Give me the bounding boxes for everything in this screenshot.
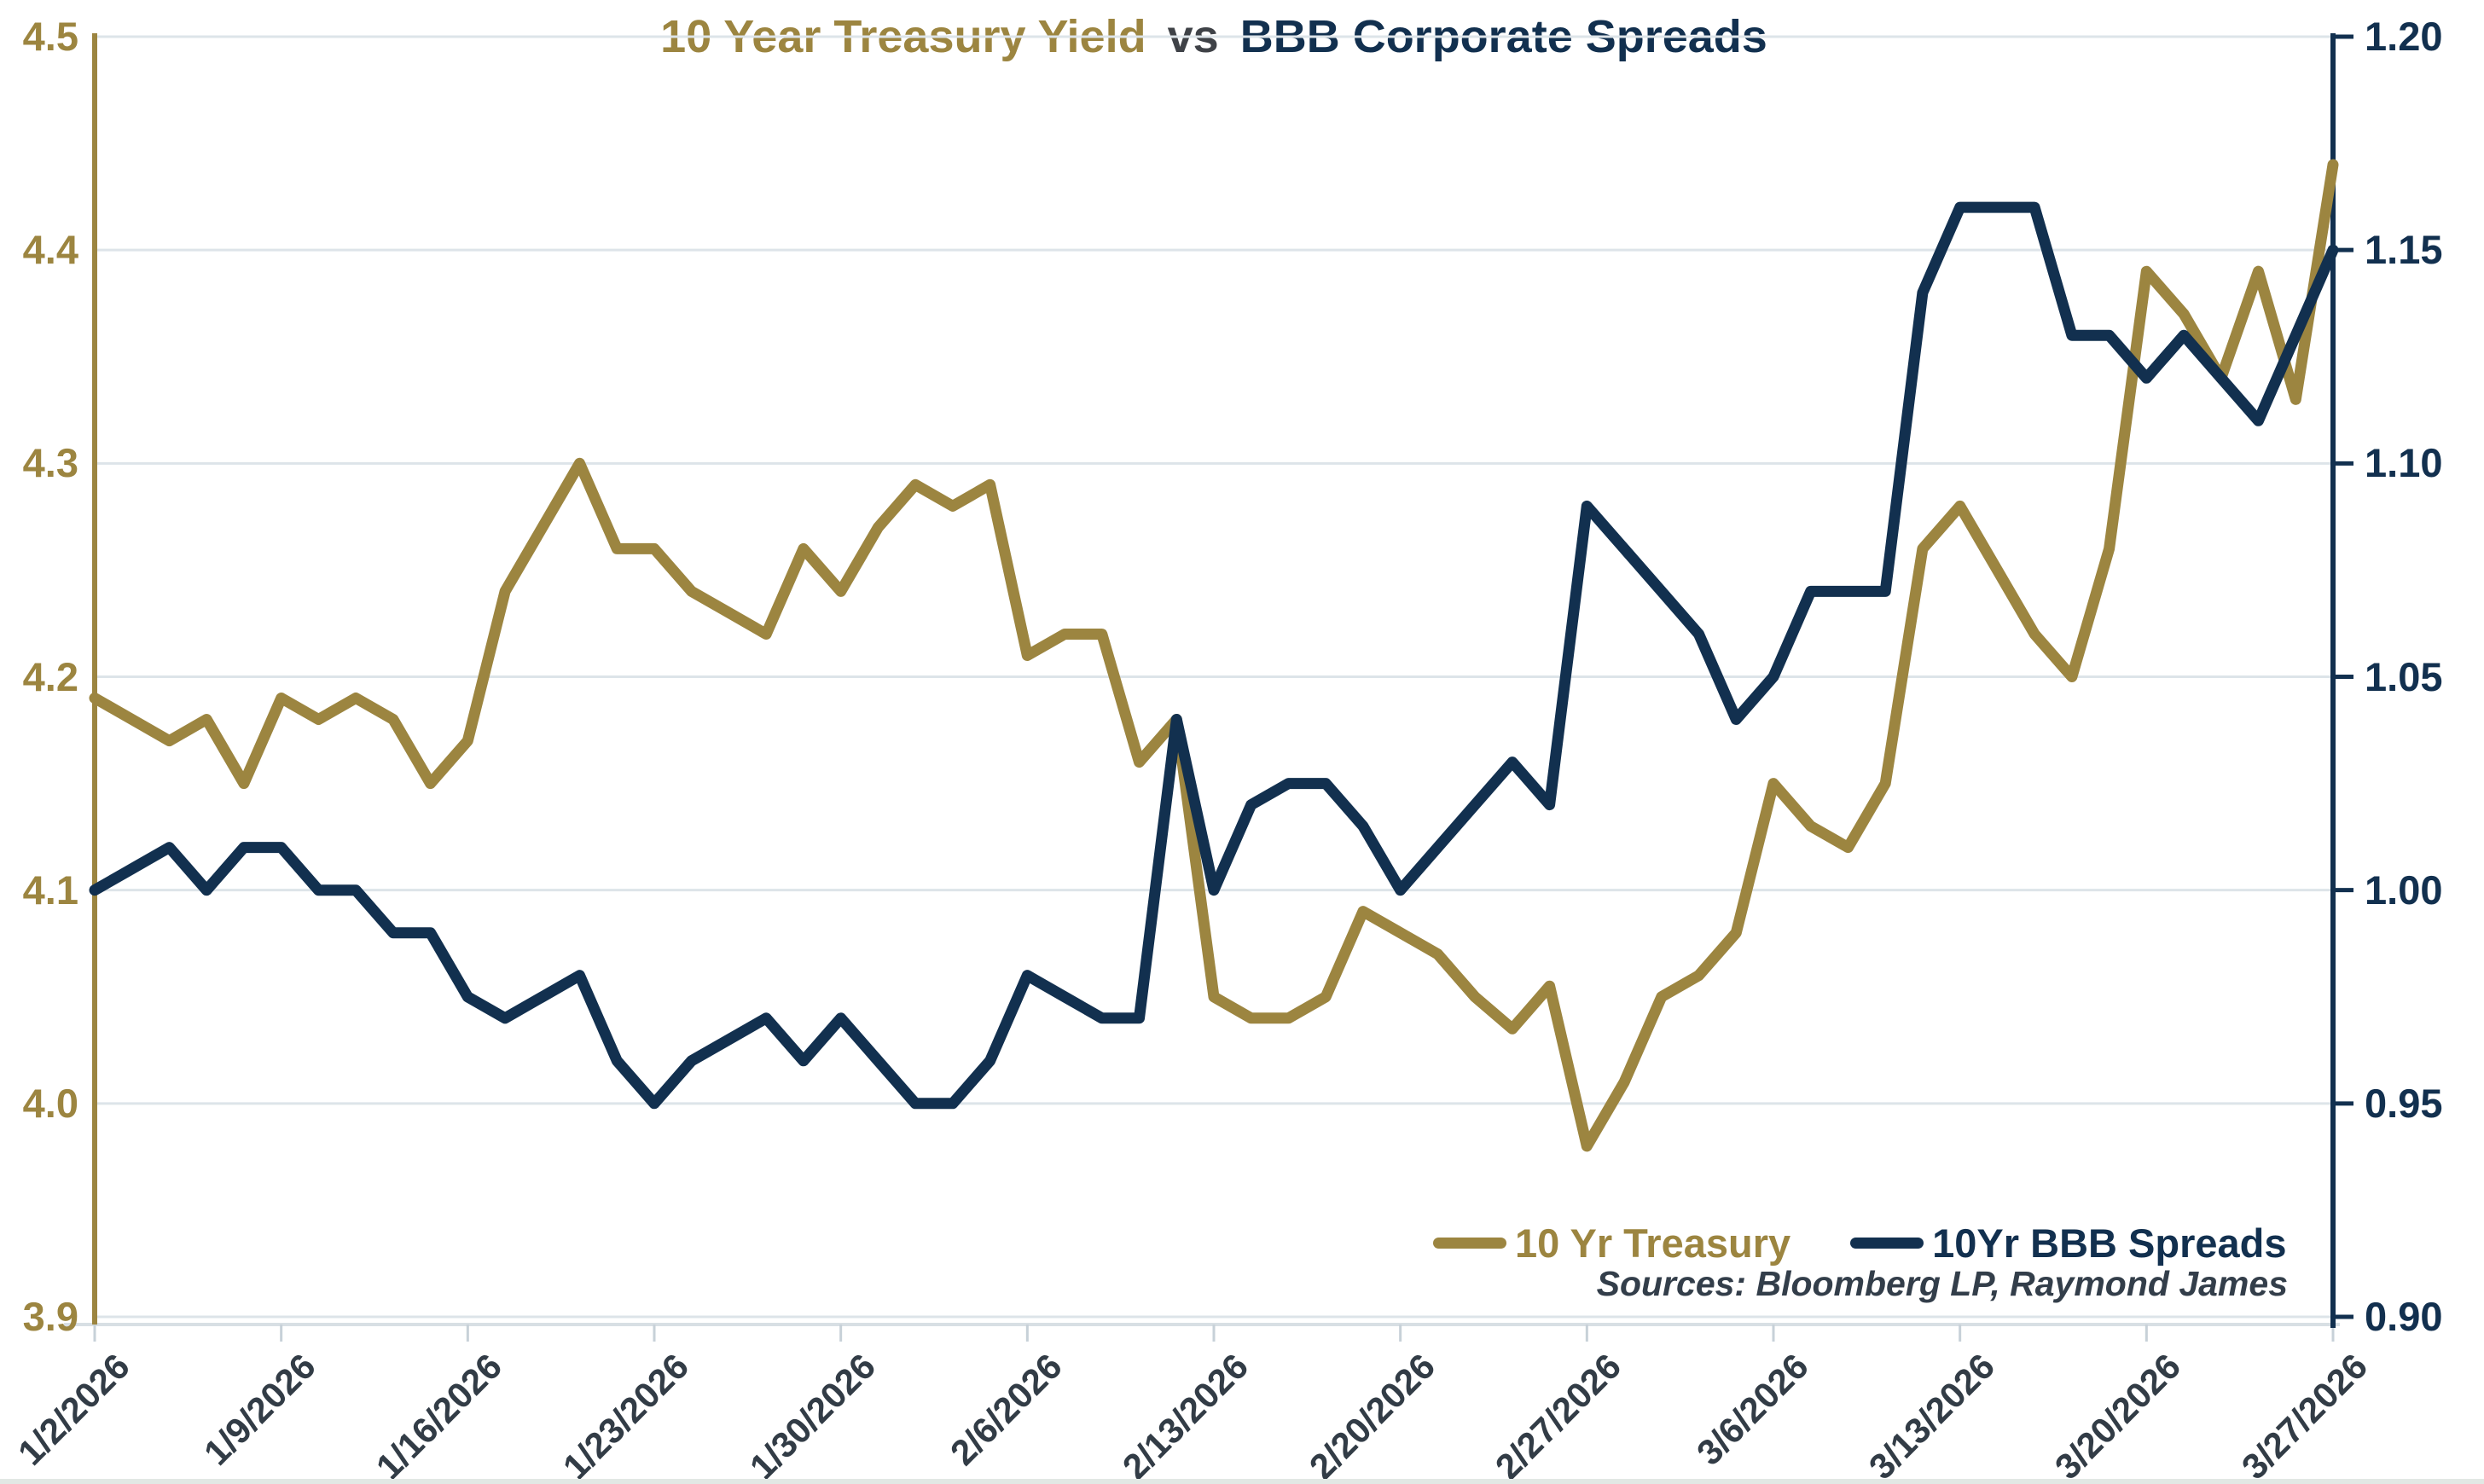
y-axis-left-label: 4.5: [22, 14, 78, 59]
legend-swatch-bbb-spreads: [1850, 1238, 1924, 1249]
y-axis-right-label: 1.05: [2365, 653, 2443, 699]
y-axis-left-label: 4.2: [22, 653, 78, 699]
series-line-10yr-bbb-spreads: [89, 201, 2339, 1110]
x-axis-label: 2/20/2026: [1301, 1346, 1442, 1484]
x-axis-label: 1/23/2026: [554, 1346, 697, 1484]
y-axis-right-label: 0.95: [2365, 1080, 2443, 1126]
x-axis-label: 3/20/2026: [2047, 1346, 2189, 1484]
series-line-10-yr-treasury: [89, 159, 2339, 1152]
x-axis-label: 2/13/2026: [1114, 1346, 1257, 1484]
x-axis-label: 3/13/2026: [1860, 1346, 2002, 1484]
y-axis-right-labels: 1.20 1.15 1.10 1.05 1.00 0.95 0.90: [2365, 0, 2484, 1484]
x-axis-label: 1/16/2026: [369, 1346, 510, 1484]
legend-label-treasury: 10 Yr Treasury: [1515, 1220, 1791, 1266]
x-axis-label: 2/6/2026: [942, 1346, 1070, 1473]
y-axis-left-label: 3.9: [22, 1294, 78, 1339]
y-axis-left-label: 4.4: [22, 227, 78, 273]
bottom-edge-line: [0, 1479, 2484, 1484]
x-axis-label: 1/9/2026: [196, 1346, 323, 1473]
y-axis-right-label: 1.15: [2365, 227, 2443, 273]
legend: 10 Yr Treasury 10Yr BBB Spreads: [1433, 1220, 2287, 1267]
x-axis-label: 3/27/2026: [2233, 1346, 2376, 1484]
x-axis-label: 3/6/2026: [1688, 1346, 1816, 1473]
y-axis-left-label: 4.3: [22, 440, 78, 486]
legend-swatch-treasury: [1433, 1238, 1506, 1249]
y-axis-right-label: 0.90: [2365, 1294, 2443, 1339]
y-axis-left-label: 4.0: [22, 1080, 78, 1126]
y-axis-right-label: 1.20: [2365, 14, 2443, 59]
y-axis-right-label: 1.00: [2365, 867, 2443, 913]
y-axis-left-labels: 4.5 4.4 4.3 4.2 4.1 4.0 3.9: [0, 0, 85, 1484]
legend-label-bbb-spreads: 10Yr BBB Spreads: [1932, 1220, 2287, 1266]
y-axis-left-label: 4.1: [22, 867, 78, 913]
y-axis-right-label: 1.10: [2365, 440, 2443, 486]
x-axis-label: 2/27/2026: [1488, 1346, 1629, 1484]
x-axis-label: 1/30/2026: [741, 1346, 883, 1484]
x-axis-label: 1/2/2026: [9, 1346, 137, 1473]
source-note: Sources: Bloomberg LP, Raymond James: [1596, 1264, 2288, 1303]
